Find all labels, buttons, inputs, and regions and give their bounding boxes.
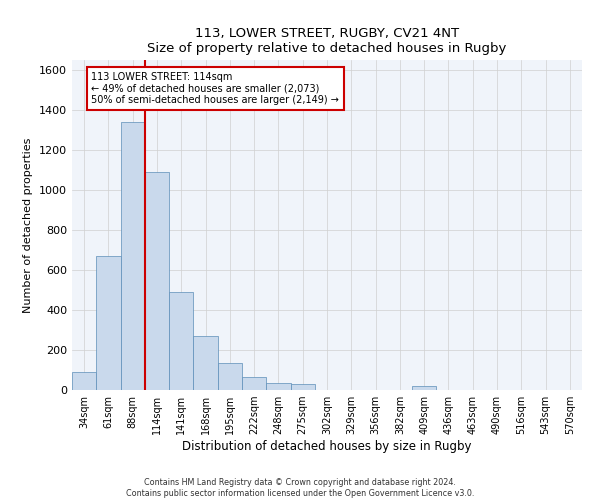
Y-axis label: Number of detached properties: Number of detached properties: [23, 138, 34, 312]
Title: 113, LOWER STREET, RUGBY, CV21 4NT
Size of property relative to detached houses : 113, LOWER STREET, RUGBY, CV21 4NT Size …: [148, 26, 506, 54]
X-axis label: Distribution of detached houses by size in Rugby: Distribution of detached houses by size …: [182, 440, 472, 453]
Bar: [412, 386, 436, 390]
Bar: [145, 172, 169, 390]
Bar: [242, 377, 266, 390]
Text: 113 LOWER STREET: 114sqm
← 49% of detached houses are smaller (2,073)
50% of sem: 113 LOWER STREET: 114sqm ← 49% of detach…: [91, 72, 340, 105]
Bar: [72, 372, 96, 390]
Bar: [290, 384, 315, 390]
Bar: [218, 363, 242, 390]
Bar: [169, 292, 193, 390]
Bar: [193, 336, 218, 390]
Text: Contains HM Land Registry data © Crown copyright and database right 2024.
Contai: Contains HM Land Registry data © Crown c…: [126, 478, 474, 498]
Bar: [266, 383, 290, 390]
Bar: [121, 122, 145, 390]
Bar: [96, 256, 121, 390]
